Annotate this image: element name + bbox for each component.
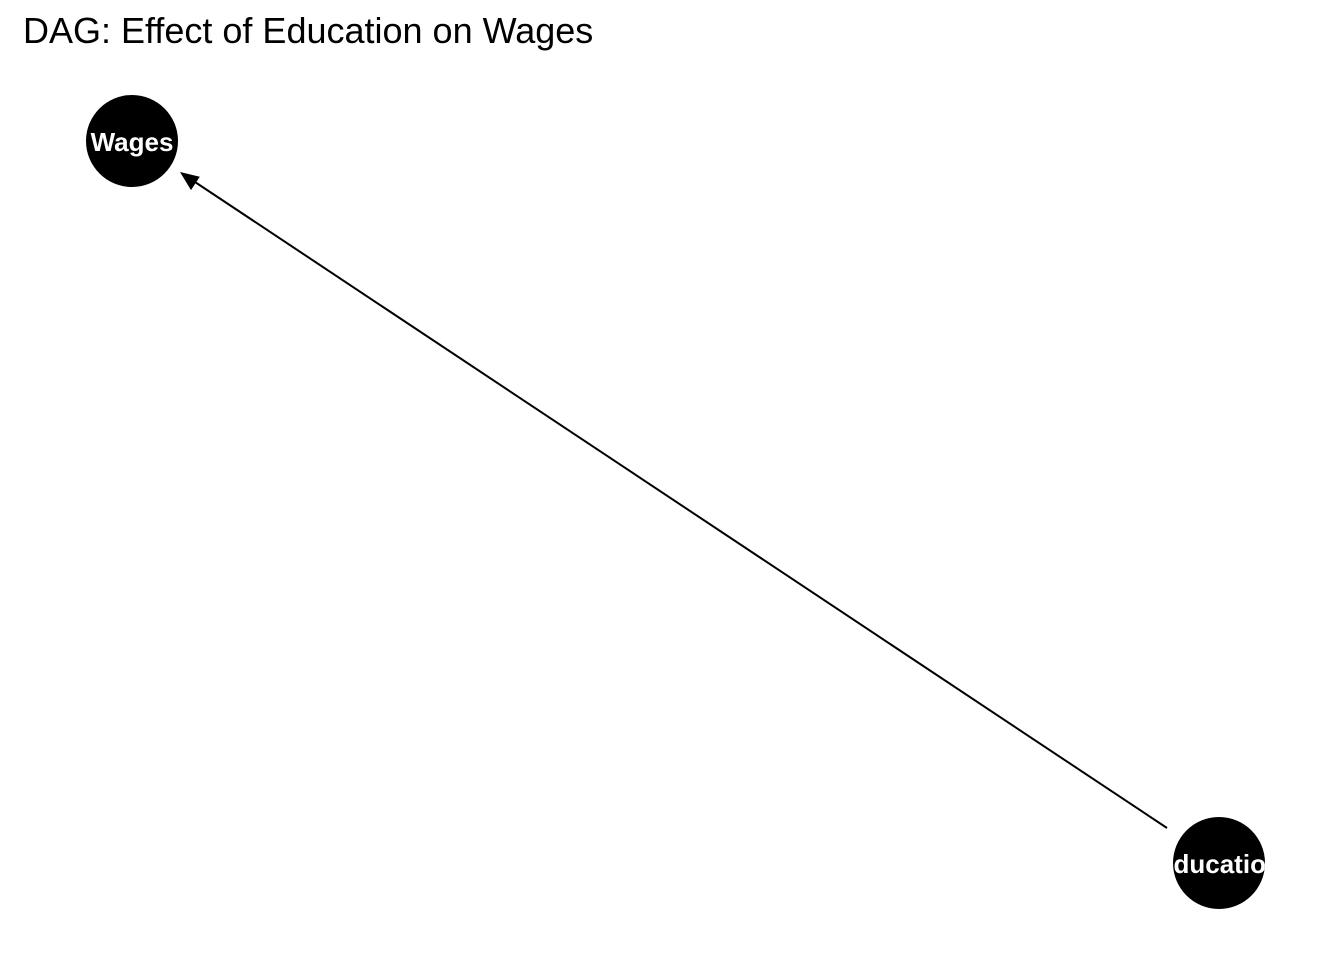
node-education-circle <box>1173 817 1265 909</box>
node-wages-label: Wages <box>91 127 174 157</box>
node-wages: Wages <box>86 95 178 187</box>
edge-line <box>191 179 1168 829</box>
node-education: Education <box>1156 817 1282 909</box>
node-wages-circle <box>86 95 178 187</box>
edge-education-to-wages <box>180 172 1168 829</box>
diagram-title: DAG: Effect of Education on Wages <box>23 10 594 51</box>
arrowhead-icon <box>180 172 200 191</box>
node-education-label: Education <box>1156 849 1282 879</box>
